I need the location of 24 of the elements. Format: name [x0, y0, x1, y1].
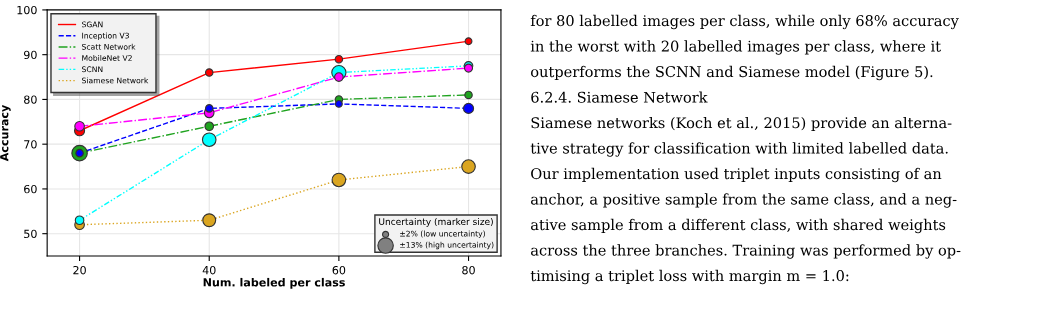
text: in the worst with 20 labelled images per class, where it: [530, 40, 941, 55]
y-tick-label: 100: [17, 5, 37, 15]
y-tick-label: 90: [24, 50, 37, 60]
y-tick-label: 80: [24, 95, 37, 104]
text: Siamese networks (Koch et al., 2015) provide an alterna-: [531, 116, 952, 132]
x-axis-title: Num. labeled per class: [203, 277, 345, 289]
text: ative sample from a different class, with shared weights: [531, 218, 946, 234]
y-tick-label: 60: [24, 184, 37, 194]
y-tick-label: 70: [24, 140, 37, 149]
x-tick-label: 20: [73, 265, 86, 275]
x-tick-label: 40: [202, 265, 216, 275]
y-tick-label: 50: [24, 229, 37, 239]
text: tive strategy for classification with limited labelled data.: [530, 142, 948, 157]
text: timising a triplet loss with margin m = 1.0:: [530, 269, 849, 285]
text: for 80 labelled images per class, while only 68% accuracy: [530, 14, 959, 30]
text: Our implementation used triplet inputs consisting of an: [531, 167, 942, 183]
text: outperforms the SCNN and Siamese model (Figure 5).: [531, 65, 933, 81]
legend-title: Uncertainty (marker size): [379, 218, 493, 227]
y-axis-title: Accuracy: [0, 104, 11, 162]
x-tick-label: 80: [462, 265, 475, 275]
text: anchor, a positive sample from the same class, and a neg-: [531, 193, 957, 208]
text: 6.2.4. Siamese Network: [531, 91, 708, 103]
x-tick-label: 60: [332, 265, 346, 275]
text: across the three branches. Training was performed by op-: [531, 244, 961, 259]
